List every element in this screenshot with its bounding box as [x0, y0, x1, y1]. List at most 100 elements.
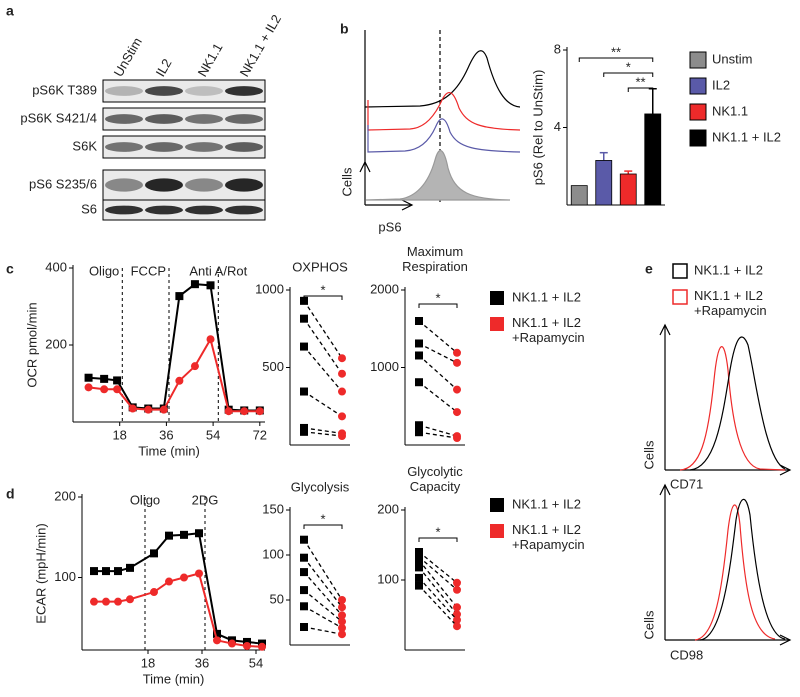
pair-line	[303, 346, 343, 392]
pair-line	[418, 355, 458, 391]
data-point	[453, 348, 461, 357]
significance-label: *	[435, 290, 440, 305]
data-point	[228, 639, 236, 648]
data-point	[415, 556, 423, 565]
y-tick-label: 4	[554, 119, 561, 134]
data-point	[206, 281, 215, 290]
data-point	[224, 407, 233, 416]
chart-title: Maximum Respiration	[402, 244, 468, 274]
chart-title: OXPHOS	[292, 259, 348, 274]
blot-band	[145, 142, 183, 152]
significance-bracket	[603, 72, 654, 77]
data-point	[190, 280, 199, 289]
data-point	[300, 427, 308, 436]
data-point	[114, 597, 122, 606]
y-tick-label: 100	[54, 569, 76, 584]
data-point	[415, 428, 423, 437]
blot-band	[185, 205, 223, 215]
data-point	[415, 573, 423, 582]
data-point	[159, 405, 168, 414]
row-label: S6	[81, 201, 97, 216]
blot-band	[105, 114, 143, 124]
panel-label: e	[645, 261, 653, 277]
legend-swatch	[490, 317, 504, 331]
column-label: UnStim	[111, 35, 145, 79]
significance-label: *	[435, 524, 440, 539]
data-point	[338, 617, 346, 626]
pair-line	[303, 605, 343, 629]
data-point	[453, 615, 461, 624]
data-point	[415, 339, 423, 348]
y-tick-label: 200	[54, 488, 76, 503]
histogram-overlay	[659, 323, 792, 646]
data-point	[453, 408, 461, 417]
data-point	[300, 586, 308, 595]
y-tick-label: 200	[377, 501, 399, 516]
data-point	[190, 362, 199, 371]
data-point	[175, 376, 184, 385]
legend-label: IL2	[712, 77, 730, 92]
y-tick-label: 400	[45, 259, 67, 274]
axis-label: pS6	[378, 219, 401, 234]
x-tick-label: 54	[206, 427, 220, 442]
x-tick-label: 54	[249, 655, 263, 670]
data-point	[213, 629, 221, 638]
pair-line	[418, 381, 458, 413]
data-point	[453, 358, 461, 367]
x-axis-label: Time (min)	[138, 443, 200, 458]
data-point	[338, 623, 346, 632]
blot-band	[225, 86, 263, 96]
data-point	[90, 567, 98, 576]
significance-bracket	[627, 87, 654, 92]
data-point	[255, 407, 264, 416]
blot-band	[105, 142, 143, 152]
y-tick-label: 50	[270, 591, 284, 606]
y-tick-label: 1000	[255, 281, 284, 296]
pair-line	[418, 424, 458, 437]
data-point	[150, 549, 158, 558]
legend-swatch	[672, 289, 688, 305]
blot-band	[225, 205, 263, 215]
pair-line	[303, 390, 343, 417]
blot-box	[102, 79, 266, 103]
data-point	[415, 378, 423, 387]
annotation-label: Oligo	[130, 492, 160, 507]
data-point	[113, 376, 122, 385]
data-point	[415, 351, 423, 360]
blot-band	[105, 86, 143, 96]
panel-label: b	[340, 21, 349, 37]
column-label: IL2	[153, 56, 175, 79]
row-label: S6K	[72, 138, 97, 153]
x-tick-label: 18	[112, 427, 126, 442]
column-label: NK1.1	[195, 40, 226, 79]
significance-label: *	[320, 511, 325, 526]
significance-bracket	[303, 524, 343, 529]
blot-band	[225, 178, 263, 192]
blot-box	[102, 107, 266, 131]
data-point	[338, 630, 346, 639]
y-tick-label: 100	[377, 571, 399, 586]
data-point	[300, 623, 308, 631]
data-point	[453, 578, 461, 587]
legend-swatch	[689, 103, 707, 121]
data-point	[113, 385, 122, 394]
data-point	[300, 568, 308, 577]
data-point	[90, 597, 98, 606]
data-point	[453, 385, 461, 394]
data-point	[300, 342, 308, 351]
pair-line	[418, 342, 458, 364]
y-axis-label: OCR pmol/min	[24, 302, 39, 387]
pair-line	[418, 566, 458, 615]
pair-line	[303, 557, 343, 608]
blot-band	[185, 86, 223, 96]
bar	[619, 173, 637, 206]
y-tick-label: 2000	[370, 281, 399, 296]
y-tick-label: 8	[554, 41, 561, 56]
data-point	[195, 529, 203, 538]
pair-line	[303, 318, 343, 375]
legend-swatch	[689, 129, 707, 147]
data-point	[300, 314, 308, 323]
blot-band	[225, 142, 263, 152]
legend-swatch	[490, 291, 504, 305]
